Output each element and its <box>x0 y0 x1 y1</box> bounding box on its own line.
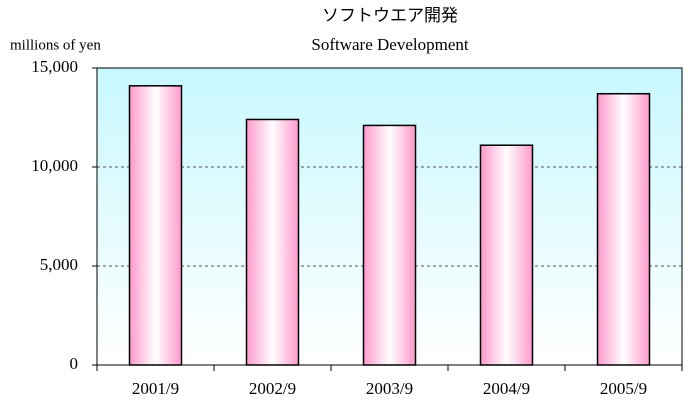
bar <box>596 92 651 366</box>
plot-border <box>96 67 683 366</box>
chart-title: ソフトウエア開発 <box>322 6 458 25</box>
y-tick-label: 0 <box>70 354 79 373</box>
chart-subtitle: Software Development <box>311 35 468 54</box>
y-tick-label: 15,000 <box>31 57 78 76</box>
bar <box>128 85 183 366</box>
bar <box>479 144 534 366</box>
bar <box>245 118 300 366</box>
x-tick-label: 2002/9 <box>249 379 296 398</box>
x-tick-label: 2003/9 <box>366 379 413 398</box>
x-tick-label: 2001/9 <box>132 379 179 398</box>
y-tick-label: 5,000 <box>40 255 78 274</box>
x-tick-label: 2005/9 <box>600 379 647 398</box>
y-tick-label: 10,000 <box>31 156 78 175</box>
y-axis-label: millions of yen <box>10 37 101 53</box>
x-tick-label: 2004/9 <box>483 379 530 398</box>
bar <box>362 124 417 366</box>
